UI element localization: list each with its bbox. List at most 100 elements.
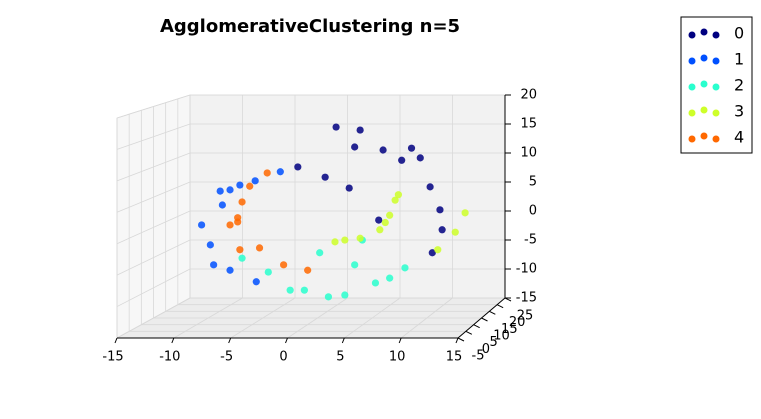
- point: [386, 211, 394, 219]
- y-tick-label: 0: [482, 342, 490, 357]
- legend-marker: [712, 83, 720, 91]
- y-tick-label: 10: [493, 329, 510, 344]
- legend-marker: [712, 135, 720, 143]
- x-tick-label: -5: [220, 350, 233, 365]
- point: [371, 279, 380, 287]
- grid-line: [116, 123, 191, 150]
- z-tick-label: 20: [520, 88, 537, 103]
- point: [331, 238, 339, 246]
- point: [255, 244, 264, 252]
- point: [210, 261, 218, 269]
- point: [294, 163, 302, 171]
- point: [391, 196, 399, 204]
- legend-marker: [712, 57, 720, 65]
- z-tick-label: 15: [520, 117, 537, 132]
- point: [280, 261, 288, 269]
- grid-line: [116, 297, 191, 339]
- x-tick: [285, 337, 288, 344]
- y-tick-label: 15: [501, 322, 518, 337]
- x-tick-label: 5: [336, 350, 344, 365]
- point: [251, 177, 259, 185]
- point: [226, 266, 234, 274]
- point: [286, 286, 294, 294]
- legend-marker: [700, 80, 708, 88]
- x-tick: [171, 337, 175, 344]
- y-tick-label: 5: [490, 335, 498, 350]
- point: [226, 221, 234, 229]
- x-tick: [341, 337, 345, 344]
- x-tick: [398, 337, 402, 344]
- y-tick: [481, 317, 488, 322]
- point: [401, 264, 409, 272]
- legend-label: 2: [734, 76, 744, 95]
- point: [263, 169, 271, 177]
- y-tick: [465, 330, 473, 335]
- point: [341, 291, 349, 299]
- legend-label: 1: [734, 50, 744, 69]
- z-tick-label: 10: [520, 146, 537, 161]
- point: [234, 214, 242, 222]
- y-tick: [457, 337, 465, 342]
- z-tick-label: 0: [529, 204, 537, 219]
- x-tick-label: -10: [159, 350, 180, 365]
- point: [206, 241, 214, 249]
- point: [238, 198, 246, 206]
- legend-marker: [688, 83, 696, 91]
- point: [216, 187, 224, 195]
- legend-label: 4: [734, 128, 744, 147]
- point: [351, 261, 359, 269]
- z-tick-label: 5: [529, 175, 537, 190]
- point: [345, 184, 353, 192]
- point: [264, 268, 272, 276]
- point: [436, 206, 444, 214]
- point: [246, 182, 254, 190]
- z-tick-label: -10: [516, 262, 537, 277]
- legend-marker: [688, 31, 696, 39]
- grid-line: [116, 268, 191, 307]
- point: [375, 216, 383, 224]
- legend-label: 0: [734, 24, 744, 43]
- x-tick-label: 15: [446, 350, 463, 365]
- chart-title: AgglomerativeClustering n=5: [160, 16, 460, 37]
- y-tick: [473, 324, 480, 329]
- point: [356, 234, 364, 242]
- point: [316, 249, 324, 257]
- x-tick-label: -15: [102, 350, 123, 365]
- y-tick: [489, 310, 496, 315]
- legend-marker: [712, 109, 720, 117]
- point: [407, 144, 416, 152]
- legend-marker: [700, 54, 708, 62]
- point: [300, 286, 308, 294]
- point: [394, 191, 403, 199]
- legend-marker: [688, 135, 696, 143]
- x-tick-label: 10: [389, 350, 406, 365]
- grid-line: [116, 94, 191, 119]
- point: [238, 254, 246, 262]
- grid-line: [116, 152, 191, 182]
- legend-marker: [700, 132, 708, 140]
- point: [461, 209, 469, 217]
- point: [381, 218, 389, 227]
- point: [416, 154, 424, 162]
- grid-line: [116, 239, 191, 276]
- x-tick: [455, 337, 459, 344]
- grid-line: [116, 181, 191, 213]
- legend-marker: [688, 57, 696, 65]
- point: [304, 266, 312, 274]
- point: [428, 249, 436, 257]
- point: [332, 123, 340, 131]
- y-tick-label: 20: [509, 315, 526, 330]
- z-tick-label: -15: [516, 291, 537, 306]
- y-tick-label: 25: [517, 309, 534, 324]
- point: [451, 228, 459, 236]
- x-tick: [114, 337, 118, 344]
- point: [236, 181, 244, 189]
- point: [198, 221, 206, 229]
- point: [379, 146, 387, 154]
- point: [398, 156, 406, 164]
- point: [276, 168, 284, 176]
- x-tick-label: 0: [279, 350, 287, 365]
- point: [376, 226, 384, 234]
- legend-marker: [712, 31, 720, 39]
